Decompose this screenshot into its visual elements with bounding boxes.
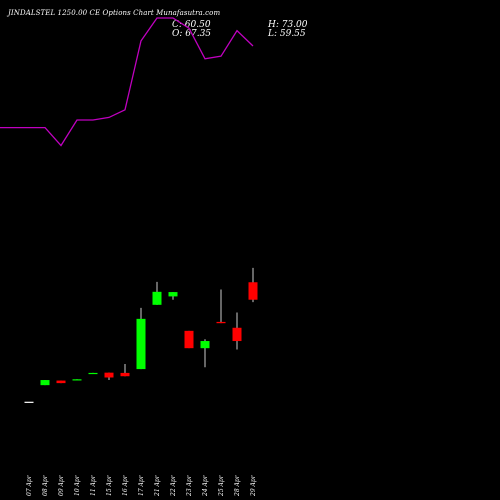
candle-22-apr	[168, 292, 178, 300]
x-tick-label: 22 Apr	[170, 474, 177, 497]
candle-23-apr	[184, 330, 194, 349]
candle-body	[232, 327, 242, 342]
x-tick-label: 07 Apr	[26, 474, 33, 496]
candle-09-apr	[56, 380, 66, 384]
candle-15-apr	[104, 372, 114, 381]
candle-21-apr	[152, 281, 162, 305]
x-tick-label: 09 Apr	[58, 474, 65, 496]
candle-body	[248, 282, 258, 300]
candles	[24, 267, 258, 403]
candle-body	[104, 372, 114, 378]
band-lines	[0, 17, 254, 147]
lower-band-line	[0, 17, 254, 147]
x-tick-label: 23 Apr	[186, 474, 193, 497]
candle-08-apr	[40, 380, 50, 386]
candle-16-apr	[120, 363, 130, 377]
candle-body	[216, 321, 226, 324]
x-tick-label: 21 Apr	[154, 474, 161, 497]
candle-07-apr	[24, 401, 34, 403]
candle-body	[56, 380, 66, 384]
x-tick-label: 10 Apr	[74, 474, 81, 496]
candle-28-apr	[232, 312, 242, 350]
x-axis-labels: 07 Apr 08 Apr 09 Apr 10 Apr 11 Apr 15 Apr 16 A…	[26, 474, 257, 497]
x-tick-label: 15 Apr	[106, 474, 113, 496]
high-value: H: 73.00	[268, 20, 308, 30]
low-value: L: 59.55	[268, 29, 306, 39]
chart-title: JINDALSTEL 1250.00 CE Options Chart Muna…	[8, 9, 221, 17]
candle-29-apr	[248, 267, 258, 303]
candle-body	[88, 372, 98, 375]
x-tick-label: 11 Apr	[90, 474, 97, 496]
x-tick-label: 25 Apr	[218, 474, 225, 497]
x-tick-label: 17 Apr	[138, 474, 145, 496]
candle-body	[168, 292, 178, 297]
candle-body	[136, 318, 146, 370]
candle-24-apr	[200, 339, 210, 368]
x-tick-label: 16 Apr	[122, 474, 129, 496]
candle-body	[72, 379, 82, 381]
candle-11-apr	[88, 372, 98, 375]
candle-17-apr	[136, 307, 146, 370]
candle-body	[24, 401, 34, 403]
x-tick-label: 29 Apr	[250, 474, 257, 497]
candle-body	[184, 330, 194, 349]
candle-body	[200, 341, 210, 349]
candle-25-apr	[216, 289, 226, 324]
x-tick-label: 28 Apr	[234, 474, 241, 497]
x-tick-label: 24 Apr	[202, 474, 209, 497]
candle-body	[120, 372, 130, 377]
x-tick-label: 08 Apr	[42, 474, 49, 496]
candle-body	[152, 291, 162, 305]
candle-10-apr	[72, 379, 82, 381]
candle-body	[40, 380, 50, 386]
close-value: C: 60.50	[172, 20, 211, 30]
